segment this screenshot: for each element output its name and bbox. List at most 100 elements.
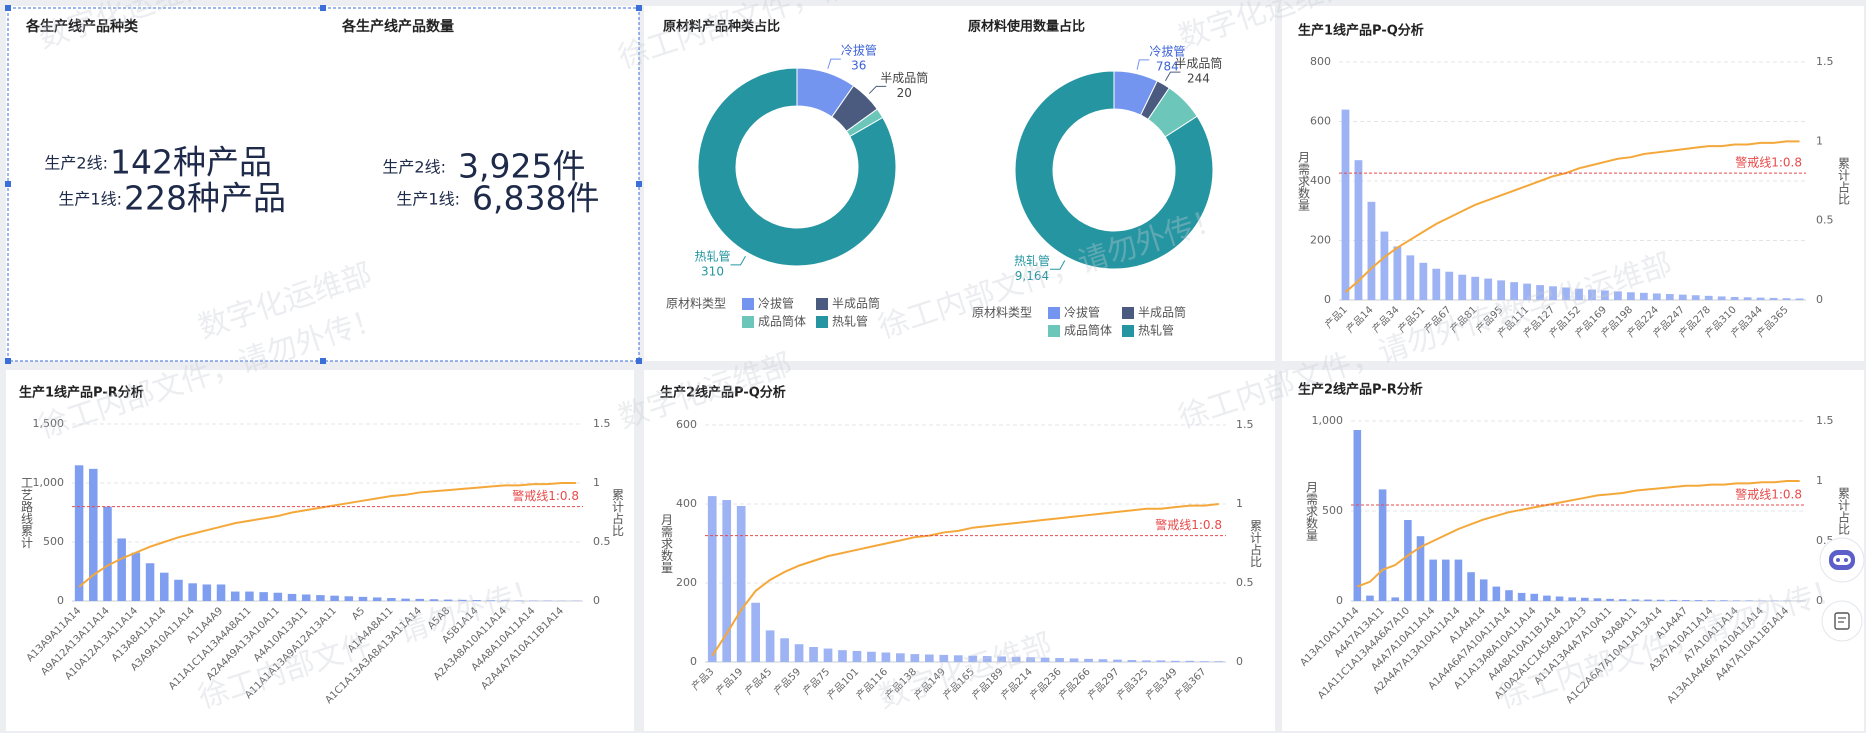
- doc-button[interactable]: [1821, 600, 1863, 642]
- bar: [429, 599, 439, 601]
- selection-box[interactable]: [5, 5, 642, 364]
- chart-title: 生产2线产品P-Q分析: [660, 385, 786, 401]
- reference-label: 警戒线1:0.8: [1735, 487, 1802, 502]
- bar: [1743, 297, 1752, 300]
- bar: [1588, 289, 1596, 300]
- bar: [443, 599, 453, 601]
- bar: [1445, 271, 1454, 300]
- legend-label: 冷拔管: [1064, 305, 1100, 320]
- bar: [1665, 294, 1674, 300]
- bar: [1606, 598, 1614, 601]
- legend-label: 热轧管: [1138, 323, 1174, 338]
- bar: [1618, 599, 1627, 601]
- resize-handle[interactable]: [636, 5, 642, 11]
- bar: [1694, 600, 1703, 601]
- bar: [1113, 659, 1122, 662]
- bar: [1575, 288, 1583, 300]
- stat-value: 6,838件: [472, 179, 599, 218]
- bar: [1367, 201, 1376, 300]
- bar: [1084, 658, 1093, 662]
- stat-title: 各生产线产品数量: [341, 18, 454, 35]
- resize-handle[interactable]: [636, 358, 642, 364]
- bar: [881, 652, 891, 662]
- doc-icon: [1834, 612, 1850, 630]
- y-axis-label: 工艺路线累计: [20, 477, 34, 549]
- line-series: [711, 503, 1219, 657]
- bar: [74, 465, 84, 601]
- resize-handle[interactable]: [320, 358, 326, 364]
- legend-label: 热轧管: [832, 314, 868, 329]
- legend-label: 半成品筒: [1138, 305, 1186, 320]
- bar: [809, 646, 818, 662]
- bar: [1467, 572, 1475, 601]
- bar: [1732, 600, 1741, 601]
- y2-tick-label: 1: [1816, 134, 1823, 147]
- y-tick-label: 600: [1310, 115, 1331, 128]
- bar: [1704, 295, 1713, 300]
- assistant-button[interactable]: [1819, 537, 1865, 583]
- bar: [1717, 296, 1726, 300]
- button-bg[interactable]: [1821, 600, 1863, 642]
- bar: [867, 651, 876, 662]
- bar: [387, 598, 396, 601]
- bar: [358, 596, 368, 601]
- y2-tick-label: 0: [1236, 655, 1243, 668]
- chart-title: 生产1线产品P-R分析: [19, 385, 144, 401]
- bar: [117, 538, 126, 601]
- y2-tick-label: 1: [593, 476, 600, 489]
- y-axis-label: 月需求数量: [1297, 151, 1311, 211]
- resize-handle[interactable]: [636, 181, 642, 187]
- slice-value: 20: [897, 86, 912, 100]
- bar: [273, 592, 283, 601]
- bar: [1419, 262, 1428, 300]
- y2-tick-label: 0.5: [1816, 214, 1834, 227]
- bar: [160, 572, 169, 601]
- bar: [1353, 430, 1362, 601]
- bar: [1026, 657, 1035, 662]
- bar: [1142, 660, 1151, 662]
- bar: [202, 584, 212, 601]
- bar: [1517, 592, 1526, 601]
- line-series: [1356, 480, 1800, 588]
- pie-slice: [1014, 70, 1214, 270]
- slice-value: 9,164: [1015, 269, 1049, 283]
- resize-handle[interactable]: [5, 358, 11, 364]
- bar: [1454, 559, 1463, 601]
- y2-tick-label: 1.5: [1816, 55, 1834, 68]
- y2-axis-label: 累计占比: [611, 488, 625, 537]
- chart-title: 原材料产品种类占比: [663, 19, 780, 35]
- bar: [1497, 280, 1506, 300]
- y-axis-label: 月需求数量: [1305, 481, 1319, 541]
- bar: [472, 600, 481, 601]
- bar: [330, 595, 339, 601]
- y-tick-label: 200: [1310, 234, 1331, 247]
- bar: [1523, 283, 1531, 300]
- bar: [1549, 286, 1557, 300]
- bar: [997, 656, 1007, 662]
- bar: [1391, 597, 1400, 601]
- y-tick-label: 0: [1336, 594, 1343, 607]
- y-tick-label: 600: [676, 418, 697, 431]
- y-tick-label: 500: [1322, 504, 1343, 517]
- bar: [1171, 660, 1180, 662]
- bar: [852, 650, 862, 662]
- bar: [401, 598, 410, 601]
- legend-swatch: [816, 298, 828, 310]
- y-tick-label: 400: [676, 497, 697, 510]
- bar: [1406, 255, 1415, 300]
- resize-handle[interactable]: [5, 181, 11, 187]
- bar: [1040, 657, 1050, 662]
- bar: [1429, 559, 1437, 601]
- y-tick-label: 500: [43, 535, 64, 548]
- bar: [1543, 595, 1551, 601]
- bar: [968, 655, 978, 662]
- bar: [1156, 660, 1166, 662]
- bar: [131, 552, 141, 601]
- bar: [736, 505, 746, 662]
- bar: [1442, 559, 1450, 601]
- y-tick-label: 800: [1310, 55, 1331, 68]
- resize-handle[interactable]: [320, 5, 326, 11]
- bar: [722, 500, 732, 662]
- resize-handle[interactable]: [5, 5, 11, 11]
